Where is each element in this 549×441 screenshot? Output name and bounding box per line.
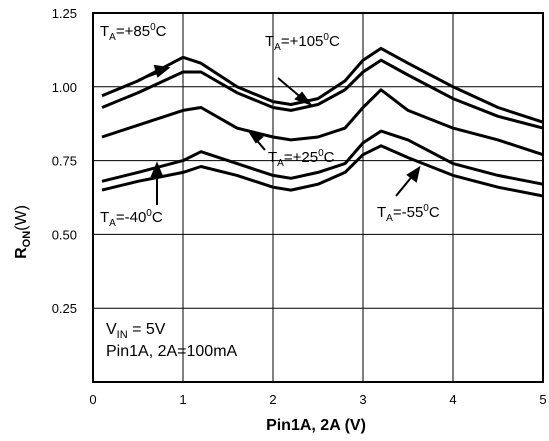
annotation-105c: TA=+1050C (265, 32, 340, 53)
y-tick-label-0: 0.25 (52, 301, 77, 316)
arrow-85c-head (153, 64, 171, 78)
annotation-minus40c: TA=-400C (100, 208, 163, 229)
svg-text:TA=-400C: TA=-400C (100, 208, 163, 229)
annotation-25c: TA=+250C (268, 148, 335, 169)
series-line-1 (101, 58, 544, 130)
svg-text:TA=-550C: TA=-550C (377, 203, 440, 224)
x-tick-label-3: 3 (359, 392, 366, 407)
y-axis-label-unit: (W) (13, 205, 30, 231)
svg-text:TA=+1050C: TA=+1050C (265, 32, 340, 53)
svg-text:TA=+250C: TA=+250C (268, 148, 335, 169)
x-tick-label-2: 2 (269, 392, 276, 407)
y-tick-label-2: 0.75 (52, 154, 77, 169)
y-tick-label-3: 1.00 (52, 80, 77, 95)
x-tick-labels: 0 1 2 3 4 5 (89, 392, 546, 407)
arrow-105c-head (294, 91, 313, 107)
y-tick-labels: 0.25 0.50 0.75 1.00 1.25 (52, 6, 77, 316)
series-line-0 (101, 46, 544, 124)
x-tick-label-5: 5 (539, 392, 546, 407)
arrow-25c-head (246, 128, 264, 144)
y-axis-label: RON(W) (13, 205, 33, 259)
svg-text:TA=+850C: TA=+850C (100, 22, 167, 43)
annotation-arrows (137, 64, 421, 205)
y-tick-label-1: 0.50 (52, 227, 77, 242)
condition-vin: VIN = 5V (106, 321, 166, 341)
annotation-minus55c: TA=-550C (377, 203, 440, 224)
condition-current: Pin1A, 2A=100mA (106, 343, 238, 360)
plot-frame (92, 12, 544, 383)
x-axis-label: Pin1A, 2A (V) (266, 417, 366, 434)
x-tick-label-1: 1 (179, 392, 186, 407)
series-curves (101, 46, 544, 198)
y-axis-label-main: R (13, 247, 30, 259)
y-axis-label-sub: ON (21, 231, 33, 248)
arrow-minus55c-head (406, 165, 421, 183)
series-line-2 (101, 88, 544, 157)
arrow-minus40c-head (150, 161, 164, 177)
series-line-4 (101, 144, 544, 198)
x-tick-label-0: 0 (89, 392, 96, 407)
x-tick-label-4: 4 (449, 392, 456, 407)
y-tick-label-4: 1.25 (52, 6, 77, 21)
series-line-3 (101, 129, 544, 186)
annotation-85c: TA=+850C (100, 22, 167, 43)
